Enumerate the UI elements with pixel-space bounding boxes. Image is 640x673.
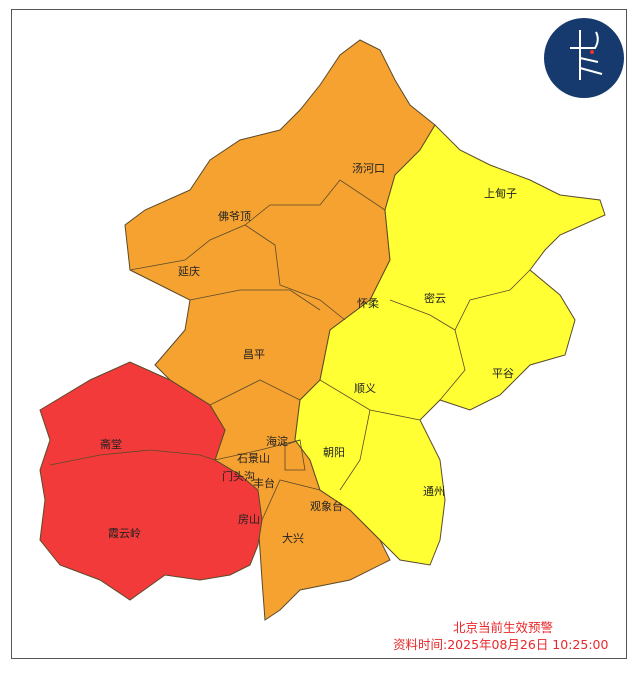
yellow-zone [294,124,606,566]
red-zone [39,361,263,601]
label-haidian: 海淀 [266,435,288,448]
label-tanghekou: 汤河口 [352,162,385,175]
label-miyun: 密云 [424,292,446,305]
footer-time: 资料时间:2025年08月26日 10:25:00 [393,637,609,652]
label-zhaitang: 斋堂 [100,438,122,451]
label-fangshan: 房山 [238,513,260,526]
label-shijingshan: 石景山 [237,452,270,465]
label-changping: 昌平 [243,348,265,361]
label-guanxiangtai: 观象台 [310,500,343,513]
district-boundaries [49,179,531,521]
label-huairou: 怀柔 [357,297,379,310]
label-pinggu: 平谷 [492,367,514,380]
label-tongzhou: 通州 [423,485,445,498]
label-yanqing: 延庆 [178,265,200,278]
label-xiayunling: 霞云岭 [108,527,141,540]
map-frame [11,9,627,659]
label-daxing: 大兴 [282,532,304,545]
label-foyeding: 佛爷顶 [218,210,251,223]
label-shangdianzi: 上甸子 [484,187,517,200]
footer-title: 北京当前生效预警 [453,620,554,635]
label-chaoyang: 朝阳 [323,446,345,459]
label-shunyi: 顺义 [354,382,376,395]
label-fengtai: 丰台 [253,477,275,490]
label-mentougou: 门头沟 [222,470,255,483]
